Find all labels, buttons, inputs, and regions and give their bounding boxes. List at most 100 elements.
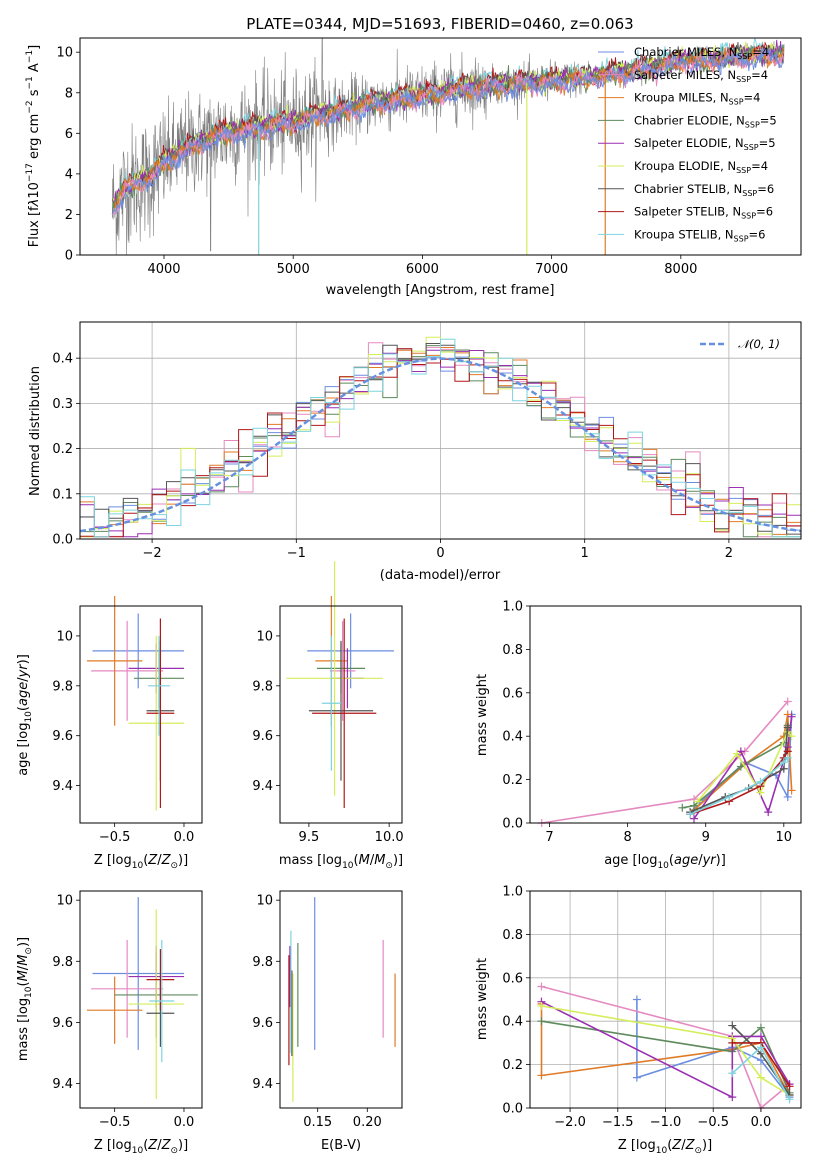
y-tick-label: 0.2 [52, 442, 73, 457]
y-tick-label: 9.8 [52, 679, 73, 694]
weight-vs-age-panel: 7 8 9 10 0.0 0.2 0.4 0.6 0.8 1.0 age [log10(age/y… [475, 600, 802, 871]
legend-entry-label: Salpeter MILES, NSSP=4 [634, 68, 768, 84]
residuals-panel: −2 −1 0 1 2 0.0 0.1 0.2 0.3 0.4 (data-model)/erro… [28, 321, 802, 583]
y-tick-label: 0.8 [502, 643, 523, 658]
weight-point-marker [537, 982, 546, 991]
weight-point-marker [764, 808, 773, 817]
mass-vs-EBV-panel: 0.15 0.20 9.4 9.6 9.8 10 E(B-V) [252, 890, 403, 1153]
x-tick-label: −2.0 [554, 1115, 586, 1130]
normal-curve [80, 357, 801, 533]
x-tick-label: 0.20 [353, 1115, 382, 1130]
weight-point-marker [785, 1095, 794, 1104]
y-tick-label: 10 [56, 46, 73, 61]
legend-entry-label: Kroupa ELODIE, NSSP=4 [634, 159, 768, 175]
y-tick-label: 0.4 [52, 352, 73, 367]
spectrum-title: PLATE=0344, MJD=51693, FIBERID=0460, z=0… [246, 15, 633, 33]
weight-point-marker [725, 792, 734, 801]
y-tick-label: 0.0 [52, 533, 73, 548]
y-tick-label: 9.8 [52, 955, 73, 970]
y-tick-label: 0.4 [502, 1015, 523, 1030]
x-tick-label: −1.5 [602, 1115, 634, 1130]
x-tick-label: 1 [581, 546, 589, 561]
legend-entry-label: Chabrier STELIB, NSSP=6 [634, 182, 774, 198]
y-tick-label: 2 [65, 208, 73, 223]
spectrum-legend: Chabrier MILES, NSSP=4 Salpeter MILES, NS… [598, 45, 777, 243]
mass-vs-Z-xlabel: Z [log10(Z/Z⊙)] [94, 1138, 188, 1156]
x-tick-label: 0.0 [174, 1115, 195, 1130]
x-tick-label: 8 [623, 830, 631, 845]
legend-entry-label: Chabrier MILES, NSSP=4 [634, 45, 769, 61]
mass-vs-Z-panel: −0.5 0.0 9.4 9.6 9.8 10 Z [log10(Z/Z⊙)] mass … [16, 890, 203, 1156]
weight-point-marker [690, 814, 699, 823]
y-tick-label: 9.8 [252, 679, 273, 694]
weight-point-marker [537, 1002, 546, 1011]
spectrum-ylabel: Flux [fλ10−17 erg cm−2 s−1 A−1] [25, 45, 42, 247]
legend-entry-label: Kroupa MILES, NSSP=4 [634, 91, 760, 107]
weight-point-marker [728, 1021, 737, 1030]
y-tick-label: 0.1 [52, 487, 73, 502]
legend-entry-label: Salpeter STELIB, NSSP=6 [634, 205, 773, 221]
weight-point-marker [537, 1017, 546, 1026]
y-tick-label: 10 [56, 629, 73, 644]
y-tick-label: 9.6 [252, 1016, 273, 1031]
weight-point-marker [732, 749, 741, 758]
weight-vs-Z-xlabel: Z [log10(Z/Z⊙)] [618, 1138, 712, 1156]
y-tick-label: 0.2 [502, 1058, 523, 1073]
mass-vs-EBV-xlabel: E(B-V) [321, 1138, 361, 1153]
age-vs-Z-panel: −0.5 0.0 9.4 9.6 9.8 10 Z [log10(Z/Z⊙)] age [… [16, 596, 203, 871]
weight-point-marker [756, 1043, 765, 1052]
y-tick-label: 0.6 [502, 686, 523, 701]
spectrum-panel: PLATE=0344, MJD=51693, FIBERID=0460, z=0… [25, 15, 802, 298]
residual-histogram-step [80, 338, 801, 539]
model-spectrum-line [111, 44, 785, 215]
y-tick-label: 10 [56, 894, 73, 909]
weight-point-marker [686, 810, 695, 819]
x-tick-label: 5000 [277, 262, 310, 277]
x-tick-label: 10.0 [375, 830, 404, 845]
weight-point-marker [693, 797, 702, 806]
residuals-xlabel: (data-model)/error [380, 568, 501, 583]
weight-point-marker [690, 801, 699, 810]
weight-point-marker [779, 758, 788, 767]
x-tick-label: 0 [436, 546, 444, 561]
weight-point-marker [728, 1069, 737, 1078]
x-tick-label: 0.0 [174, 830, 195, 845]
weight-point-marker [632, 995, 641, 1004]
model-spectrum-line [112, 47, 785, 216]
x-tick-label: 0.0 [751, 1115, 772, 1130]
weight-point-marker [783, 697, 792, 706]
y-tick-label: 0.4 [502, 730, 523, 745]
weight-point-marker [787, 786, 796, 795]
y-tick-label: 1.0 [502, 885, 523, 900]
x-tick-label: 0.15 [303, 1115, 332, 1130]
y-tick-label: 9.4 [252, 1077, 273, 1092]
y-tick-label: 6 [65, 127, 73, 142]
y-tick-label: 9.6 [52, 1016, 73, 1031]
weight-point-marker [785, 1082, 794, 1091]
y-tick-label: 0.0 [502, 1102, 523, 1117]
x-tick-label: 10 [776, 830, 793, 845]
y-tick-label: 0.2 [502, 773, 523, 788]
y-tick-label: 4 [65, 167, 73, 182]
weight-point-marker [736, 762, 745, 771]
legend-entry-label: Kroupa STELIB, NSSP=6 [634, 227, 765, 243]
spectrum-xlabel: wavelength [Angstrom, rest frame] [326, 283, 555, 298]
y-tick-label: 0.0 [502, 817, 523, 832]
x-tick-label: 4000 [147, 262, 180, 277]
legend-entry-label: Chabrier ELODIE, NSSP=5 [634, 113, 777, 129]
y-tick-label: 0.8 [502, 928, 523, 943]
x-tick-label: −0.5 [99, 830, 131, 845]
x-tick-label: −1.0 [650, 1115, 682, 1130]
weight-point-marker [728, 1093, 737, 1102]
x-tick-label: 7000 [535, 262, 568, 277]
normal-legend-label: 𝒩(0, 1) [738, 337, 780, 351]
weight-point-marker [728, 1038, 737, 1047]
age-vs-mass-xlabel: mass [log10(M/M⊙)] [279, 853, 403, 871]
x-tick-label: −0.5 [99, 1115, 131, 1130]
age-vs-Z-xlabel: Z [log10(Z/Z⊙)] [94, 853, 188, 871]
y-tick-label: 9.6 [252, 729, 273, 744]
weight-point-marker [787, 732, 796, 741]
weight-series-line [541, 1005, 790, 1096]
y-tick-label: 9.6 [52, 729, 73, 744]
